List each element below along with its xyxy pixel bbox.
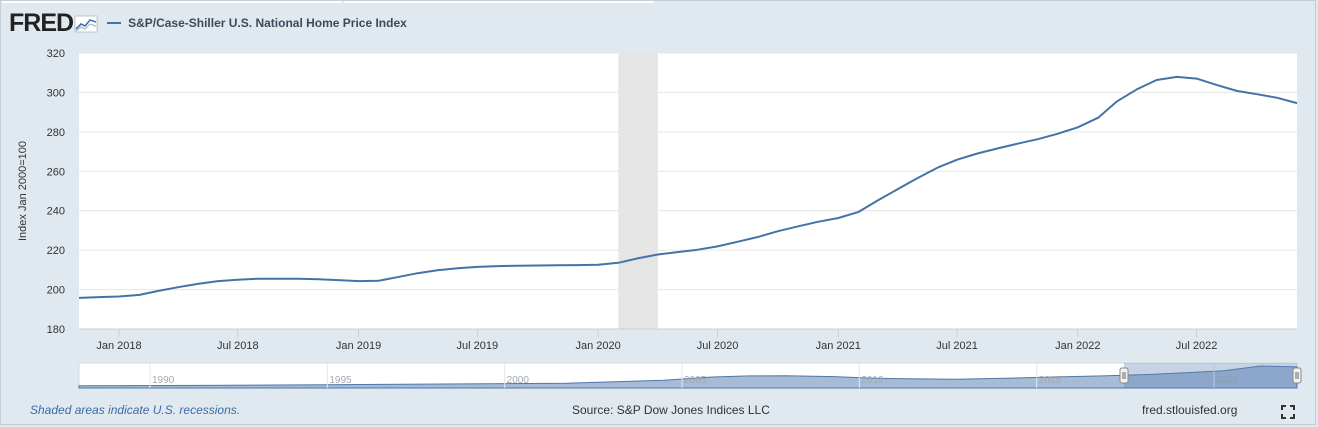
navigator-right-handle[interactable] xyxy=(1292,367,1302,384)
x-tick-label: Jul 2021 xyxy=(936,340,978,352)
y-axis: 180 200 220 240 260 280 300 320 xyxy=(47,48,65,336)
x-tick-label: Jul 2019 xyxy=(457,340,499,352)
chart-header: FRED S&P/Case-Shiller U.S. National Home… xyxy=(9,9,407,37)
navigator-ticks: 1990 1995 2000 2005 2010 2015 2020 xyxy=(149,363,1239,388)
y-tick-label: 220 xyxy=(47,245,65,257)
recession-shading xyxy=(618,53,658,329)
navigator-selection[interactable] xyxy=(1124,363,1297,388)
x-tick-label: Jan 2019 xyxy=(336,340,381,352)
navigator-tick-label: 2015 xyxy=(1039,375,1062,386)
x-tick-label: Jul 2018 xyxy=(217,340,259,352)
fred-logo[interactable]: FRED xyxy=(9,8,99,37)
range-navigator[interactable]: 1990 1995 2000 2005 2010 2015 2020 xyxy=(78,362,1302,389)
navigator-tick-label: 2005 xyxy=(684,375,707,386)
x-tick-label: Jul 2022 xyxy=(1176,340,1218,352)
navigator-tick-label: 1995 xyxy=(329,375,352,386)
x-tick-label: Jan 2020 xyxy=(575,340,620,352)
navigator-tick-label: 2010 xyxy=(861,375,884,386)
source-note: Source: S&P Dow Jones Indices LLC xyxy=(572,403,770,417)
navigator-tick-label: 2020 xyxy=(1216,375,1239,386)
legend-swatch xyxy=(107,22,122,24)
y-tick-label: 320 xyxy=(47,48,65,60)
site-link[interactable]: fred.stlouisfed.org xyxy=(1142,403,1238,417)
y-tick-label: 240 xyxy=(47,206,65,218)
fred-graph-icon xyxy=(74,15,98,33)
x-axis: Jan 2018 Jul 2018 Jan 2019 Jul 2019 Jan 2020… xyxy=(79,328,1297,352)
y-tick-label: 260 xyxy=(47,166,65,178)
legend-label: S&P/Case-Shiller U.S. National Home Pric… xyxy=(128,16,407,30)
navigator-left-handle[interactable] xyxy=(1119,367,1129,384)
recession-note[interactable]: Shaded areas indicate U.S. recessions. xyxy=(30,403,241,417)
top-divider xyxy=(2,1,342,3)
gridlines xyxy=(79,52,1297,291)
line-chart: 180 200 220 240 260 280 300 320 Jan 2018 Jul 201… xyxy=(17,48,1302,389)
navigator-series-area xyxy=(78,365,1298,389)
recession-band xyxy=(618,53,658,329)
y-tick-label: 280 xyxy=(47,127,65,139)
y-tick-label: 200 xyxy=(47,285,65,297)
y-axis-label: Index Jan 2000=100 xyxy=(17,141,29,241)
navigator-tick-label: 1990 xyxy=(152,375,175,386)
x-tick-label: Jan 2022 xyxy=(1055,340,1100,352)
fred-logo-text: FRED xyxy=(9,8,74,37)
y-tick-label: 180 xyxy=(47,324,65,336)
legend: S&P/Case-Shiller U.S. National Home Pric… xyxy=(107,16,407,30)
x-tick-label: Jan 2021 xyxy=(816,340,861,352)
series-line xyxy=(78,75,1298,299)
navigator-tick-label: 2000 xyxy=(507,375,530,386)
x-tick-label: Jan 2018 xyxy=(96,340,141,352)
plot-area xyxy=(79,53,1297,329)
series-layer xyxy=(78,75,1298,299)
top-divider xyxy=(344,1,654,3)
x-tick-label: Jul 2020 xyxy=(697,340,739,352)
expand-icon[interactable] xyxy=(1281,405,1295,419)
y-tick-label: 300 xyxy=(47,87,65,99)
